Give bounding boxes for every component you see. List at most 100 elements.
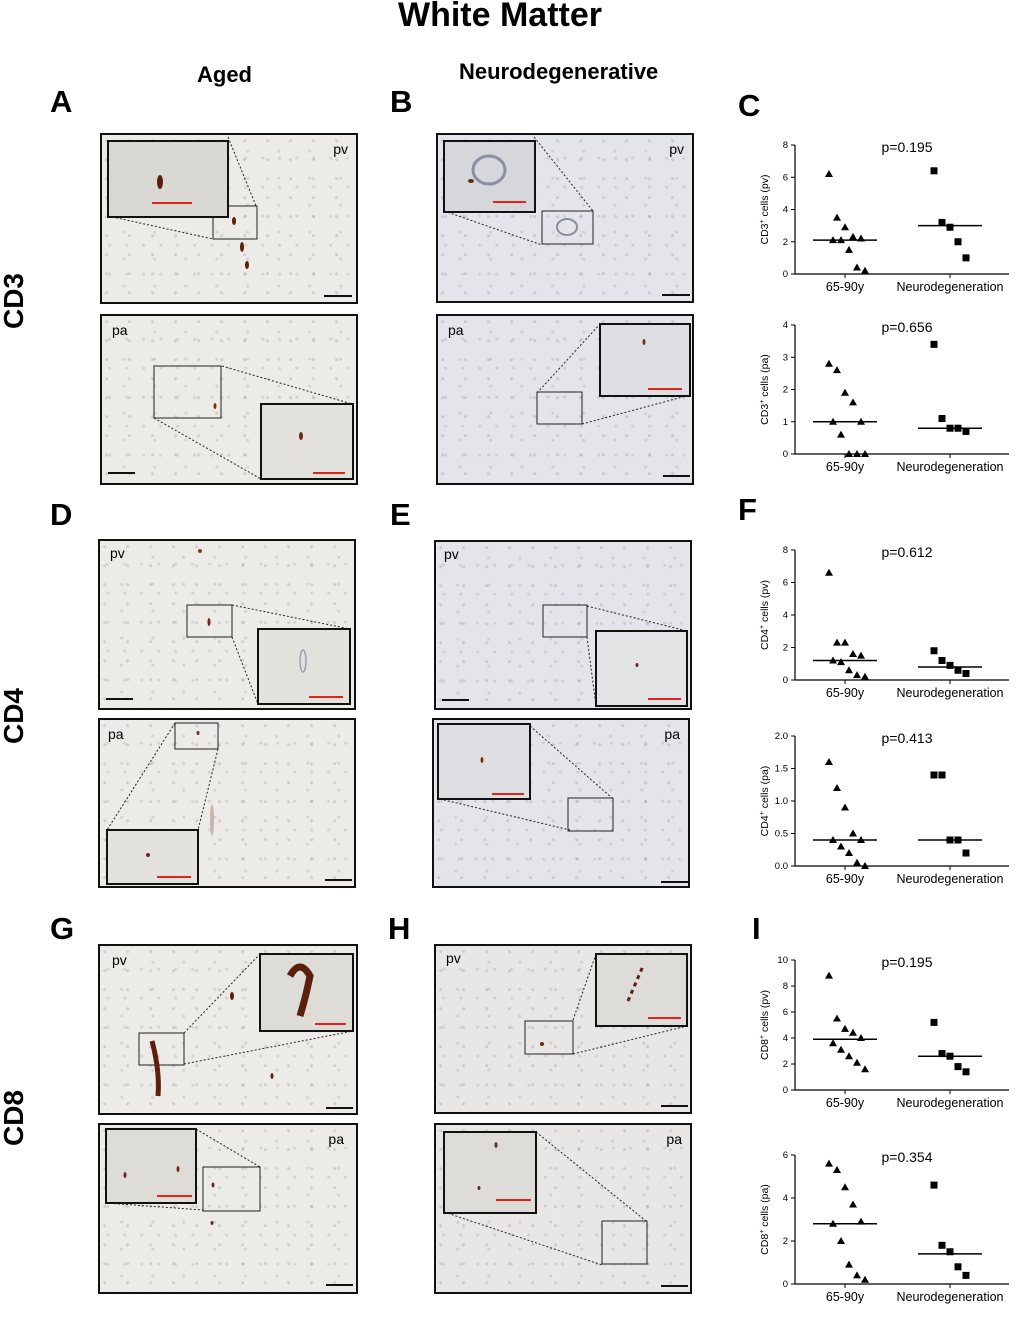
region-label-pa: pa (328, 1131, 344, 1147)
y-axis-label: CD4+ cells (pa) (759, 766, 771, 837)
data-point-square (962, 427, 970, 435)
data-point-triangle (833, 366, 841, 374)
data-point-triangle (861, 1275, 869, 1283)
data-point-triangle (837, 1045, 845, 1053)
data-point-square (938, 657, 946, 664)
row-label-cd8: CD8 (0, 1090, 29, 1147)
y-tick-label: 4 (783, 205, 788, 216)
data-point-square (938, 771, 946, 779)
p-value-label: p=0.195 (882, 954, 933, 970)
data-point-triangle (825, 1159, 833, 1167)
data-point-triangle (853, 671, 861, 679)
data-point-triangle (849, 232, 857, 240)
scatter-plot: 0.0 0.5 1.0 1.5 2.0 65-90y Neurodegeneration p=… (759, 730, 1009, 886)
micrograph-b-pa-drawing (536, 323, 691, 477)
data-point-triangle (825, 758, 833, 765)
micrograph-a-pv: pv (100, 133, 358, 304)
x-tick-label: Neurodegeneration (896, 1096, 1003, 1110)
data-point-triangle (841, 638, 849, 646)
x-tick-label: 65-90y (826, 1290, 865, 1304)
y-tick-label: 4 (783, 610, 788, 621)
region-label-pa: pa (108, 726, 124, 742)
data-point-square (954, 666, 962, 674)
data-point-triangle (861, 450, 869, 457)
micrograph-d-pv: pv (98, 539, 356, 710)
y-axis-label: CD8+ cells (pa) (759, 1184, 771, 1255)
data-point-triangle (849, 1028, 857, 1036)
data-point-triangle (849, 650, 857, 657)
data-point-square (938, 1241, 946, 1249)
row-label-cd4: CD4 (0, 688, 29, 745)
data-point-triangle (829, 1039, 837, 1047)
data-point-triangle (861, 266, 869, 274)
panel-letter-g: G (50, 911, 75, 946)
data-point-triangle (841, 803, 849, 811)
y-tick-label: 6 (783, 578, 788, 589)
scatter-plot: 0 2 4 6 8 65-90y Neurodegeneration p=0.195 CD3+ … (759, 139, 1009, 294)
region-label-pa: pa (448, 322, 464, 338)
data-point-triangle (825, 359, 833, 367)
data-point-square (962, 849, 970, 857)
panel-letter-h: H (388, 911, 411, 946)
x-tick-label: 65-90y (826, 872, 865, 886)
micrograph-e-pv-drawing (442, 604, 688, 707)
p-value-label: p=0.612 (882, 544, 933, 560)
panel-letter-f: F (738, 492, 757, 527)
data-point-triangle (841, 1024, 849, 1032)
panel-letter-d: D (50, 497, 73, 532)
region-label-pv: pv (110, 545, 125, 561)
y-tick-label: 0.5 (775, 829, 788, 840)
x-tick-label: 65-90y (826, 280, 865, 294)
x-tick-label: Neurodegeneration (896, 872, 1003, 886)
y-tick-label: 8 (783, 981, 788, 992)
region-label-pv: pv (333, 141, 348, 157)
y-axis-label: CD8+ cells (pv) (759, 990, 771, 1060)
y-tick-label: 0.0 (775, 861, 788, 872)
micrograph-g-pv: pv (98, 944, 358, 1115)
x-tick-label: Neurodegeneration (896, 280, 1003, 294)
region-label-pv: pv (669, 141, 684, 157)
data-point-triangle (833, 638, 841, 646)
data-point-triangle (861, 672, 869, 680)
y-tick-label: 2 (783, 643, 788, 654)
data-point-square (954, 1063, 962, 1071)
micrograph-d-pa: pa (98, 718, 356, 888)
y-tick-label: 6 (783, 1007, 788, 1018)
region-label-pv: pv (446, 950, 461, 966)
y-tick-label: 8 (783, 140, 788, 151)
y-tick-label: 8 (783, 545, 788, 556)
data-point-triangle (837, 658, 845, 666)
data-point-triangle (857, 651, 865, 659)
data-point-square (930, 647, 938, 655)
data-point-triangle (845, 1052, 853, 1060)
data-point-triangle (833, 1166, 841, 1174)
p-value-label: p=0.195 (882, 139, 933, 155)
figure-title: White Matter (398, 0, 602, 34)
data-point-triangle (845, 849, 853, 856)
micrograph-e-pa-drawing (437, 723, 688, 883)
data-point-square (946, 223, 954, 231)
data-point-square (930, 167, 938, 175)
data-point-triangle (853, 1271, 861, 1279)
chart-cd8-pv: 0 2 4 6 8 10 65-90y Neurodegeneration p=0.195 CD8… (740, 950, 1015, 1125)
panel-letter-c: C (738, 88, 761, 123)
x-tick-label: Neurodegeneration (896, 686, 1003, 700)
micrograph-h-pv-drawing (524, 953, 688, 1107)
data-point-square (938, 415, 946, 423)
data-point-triangle (845, 450, 853, 457)
scatter-plot: 0 1 2 3 4 65-90y Neurodegeneration p=0.656 CD3+ … (759, 319, 1009, 474)
p-value-label: p=0.413 (882, 730, 933, 746)
data-point-square (962, 254, 970, 262)
data-point-square (938, 1050, 946, 1058)
panel-letter-i: I (752, 911, 761, 946)
y-tick-label: 2 (783, 237, 788, 248)
y-tick-label: 3 (783, 352, 788, 363)
y-tick-label: 4 (783, 320, 788, 331)
micrograph-d-pv-drawing (106, 549, 351, 705)
column-header-neurodegenerative: Neurodegenerative (459, 59, 659, 84)
region-label-pv: pv (112, 952, 127, 968)
data-point-triangle (837, 842, 845, 850)
data-point-square (962, 1068, 970, 1076)
y-tick-label: 10 (777, 955, 788, 966)
y-axis-label: CD3+ cells (pv) (759, 174, 771, 244)
